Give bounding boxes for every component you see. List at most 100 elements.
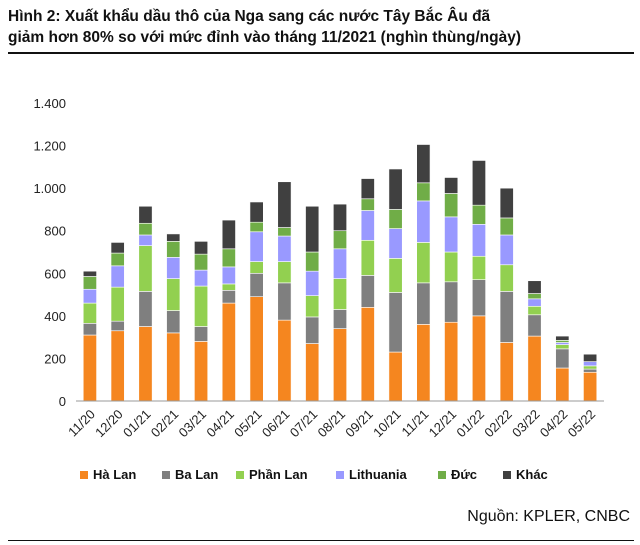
bar-segment (249, 231, 264, 262)
legend-swatch (236, 471, 244, 479)
bar-segment (305, 251, 320, 272)
bar-segment (194, 285, 209, 327)
x-tick-label: 07/21 (287, 407, 321, 441)
x-tick-label: 02/22 (481, 407, 515, 441)
y-tick-label: 200 (44, 351, 66, 366)
bar-segment (444, 216, 459, 253)
bar-segment (333, 248, 347, 279)
bar-segment (194, 341, 209, 402)
bar-segment (527, 298, 542, 307)
bar-segment (249, 221, 264, 233)
bottom-divider (8, 540, 634, 541)
bar-segment (583, 371, 598, 402)
y-tick-label: 800 (44, 224, 66, 239)
x-tick-label: 08/21 (315, 407, 349, 441)
source-note: Nguồn: KPLER, CNBC (467, 508, 630, 525)
x-tick-label: 02/21 (148, 407, 182, 441)
bar-segment (166, 332, 181, 402)
bar-segment (527, 305, 542, 316)
bar-segment (138, 205, 153, 224)
bar-segment (416, 282, 431, 325)
bar-segment (333, 309, 347, 329)
bar-segment (194, 253, 209, 271)
bar-segment (471, 224, 486, 257)
bar-segment (416, 242, 431, 284)
x-tick-label: 04/21 (203, 407, 237, 441)
bar-segment (388, 168, 403, 210)
bar-segment (471, 315, 486, 402)
bar-segment (333, 230, 347, 250)
bar-segment (110, 330, 125, 402)
bar-segment (499, 291, 514, 343)
x-tick-label: 05/22 (565, 407, 599, 441)
bar-segment (249, 201, 264, 223)
bar-segment (416, 324, 431, 402)
bar-segment (277, 227, 292, 237)
legend-swatch (162, 471, 170, 479)
bar-segment (527, 293, 542, 300)
bar-segment (499, 234, 514, 266)
bar-segment (499, 217, 514, 236)
bar-segment (221, 248, 236, 268)
bar-segment (110, 265, 125, 288)
bar-segment (249, 296, 264, 402)
x-tick-label: 03/22 (509, 407, 543, 441)
legend-swatch (438, 471, 446, 479)
bar-segment (277, 319, 292, 402)
bar-segment (166, 241, 181, 258)
chart-title: Hình 2: Xuất khẩu dầu thô của Nga sang c… (8, 6, 634, 48)
bar-segment (249, 261, 264, 274)
bar-segment (444, 321, 459, 402)
bar-segment (194, 269, 209, 287)
bar-segment (416, 182, 431, 202)
bar-segment (110, 286, 125, 322)
bar-segment (499, 264, 514, 292)
x-axis: 11/2012/2001/2102/2103/2104/2105/2106/21… (65, 400, 604, 441)
bar-segment (416, 144, 431, 184)
bar-segment (166, 278, 181, 311)
y-tick-label: 0 (59, 394, 66, 409)
x-tick-label: 01/22 (453, 407, 487, 441)
x-tick-label: 11/21 (399, 407, 432, 440)
legend-swatch (503, 471, 511, 479)
bar-segment (444, 177, 459, 194)
bar-segment (444, 193, 459, 218)
bar-segment (527, 335, 542, 402)
x-tick-label: 12/20 (92, 407, 126, 441)
bar-segment (82, 323, 97, 336)
bar-segment (277, 282, 292, 321)
y-tick-label: 1.000 (33, 181, 66, 196)
bar-segment (221, 283, 236, 291)
bar-segment (388, 258, 403, 293)
bar-segment (555, 340, 570, 343)
bar-segment (555, 348, 570, 369)
bar-segment (360, 210, 375, 241)
bar-segment (333, 328, 347, 402)
x-tick-label: 12/21 (426, 407, 460, 441)
bar-segment (360, 275, 375, 308)
bar-segment (499, 342, 514, 402)
bar-segment (221, 266, 236, 285)
x-tick-label: 04/22 (537, 407, 571, 441)
bar-segment (305, 295, 320, 318)
bar-segment (194, 241, 209, 255)
bar-segment (138, 291, 153, 327)
x-tick-label: 06/21 (259, 407, 293, 441)
x-tick-label: 03/21 (176, 407, 210, 441)
bar-segment (277, 235, 292, 262)
x-tick-label: 05/21 (231, 407, 265, 441)
bar-segment (527, 280, 542, 294)
x-tick-label: 10/21 (370, 407, 404, 441)
bar-segment (388, 292, 403, 353)
bar-segment (333, 203, 347, 232)
bar-segment (360, 198, 375, 211)
title-divider (8, 52, 634, 54)
bars (82, 144, 598, 402)
bar-segment (583, 368, 598, 373)
bar-segment (305, 270, 320, 296)
bar-segment (388, 351, 403, 402)
bar-segment (360, 239, 375, 276)
bar-segment (166, 257, 181, 279)
x-tick-label: 11/20 (65, 407, 98, 440)
